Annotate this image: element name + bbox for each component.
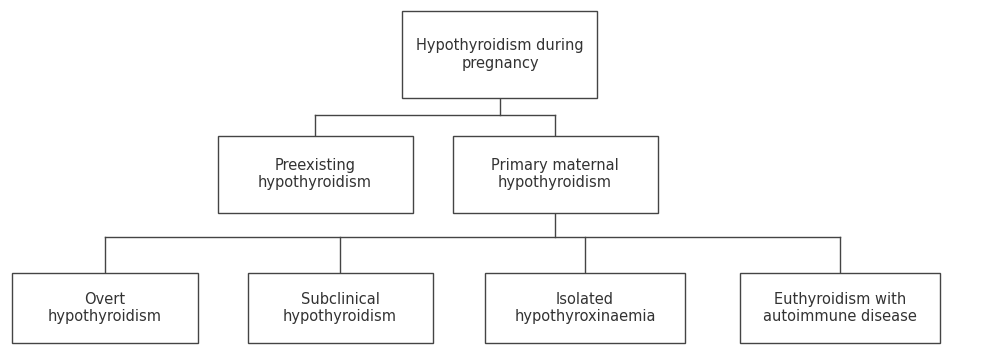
FancyBboxPatch shape: [12, 273, 198, 343]
FancyBboxPatch shape: [740, 273, 940, 343]
FancyBboxPatch shape: [218, 136, 413, 213]
Text: Isolated
hypothyroxinaemia: Isolated hypothyroxinaemia: [514, 292, 656, 324]
Text: Overt
hypothyroidism: Overt hypothyroidism: [48, 292, 162, 324]
Text: Euthyroidism with
autoimmune disease: Euthyroidism with autoimmune disease: [763, 292, 917, 324]
Text: Hypothyroidism during
pregnancy: Hypothyroidism during pregnancy: [416, 38, 584, 71]
FancyBboxPatch shape: [485, 273, 685, 343]
Text: Primary maternal
hypothyroidism: Primary maternal hypothyroidism: [491, 158, 619, 190]
Text: Preexisting
hypothyroidism: Preexisting hypothyroidism: [258, 158, 372, 190]
Text: Subclinical
hypothyroidism: Subclinical hypothyroidism: [283, 292, 397, 324]
FancyBboxPatch shape: [453, 136, 658, 213]
FancyBboxPatch shape: [248, 273, 432, 343]
FancyBboxPatch shape: [402, 12, 597, 98]
